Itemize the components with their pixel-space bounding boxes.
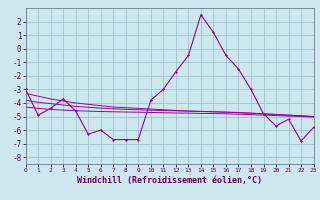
X-axis label: Windchill (Refroidissement éolien,°C): Windchill (Refroidissement éolien,°C) <box>77 176 262 185</box>
